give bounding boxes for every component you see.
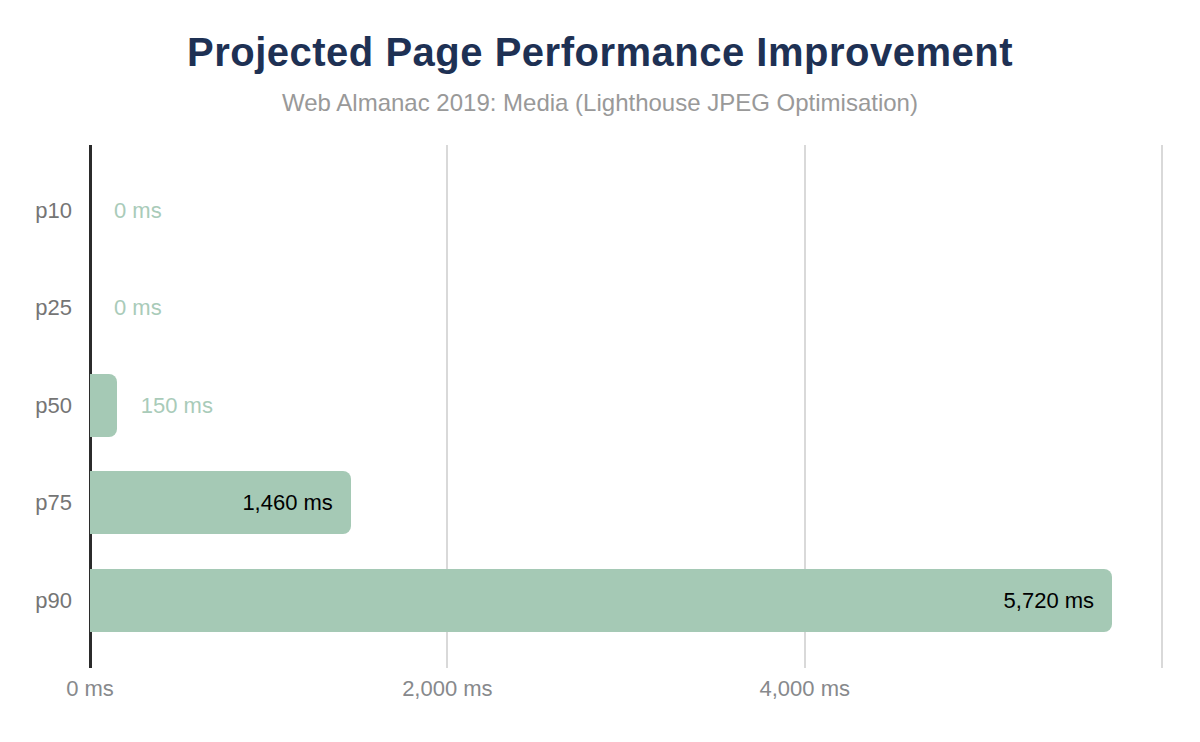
bar-value-label: 1,460 ms [90,471,333,534]
x-tick-label: 2,000 ms [347,676,547,702]
x-tick-label: 4,000 ms [705,676,905,702]
bar-p50 [90,374,117,437]
bar-value-label: 150 ms [141,374,213,437]
category-label: p90 [0,569,72,632]
plot-area: 0 ms 2,000 ms 4,000 ms p10 0 ms p25 0 ms p50 150… [0,0,1200,742]
bar-value-label: 5,720 ms [90,569,1094,632]
category-label: p25 [0,276,72,339]
x-gridline [1161,145,1163,668]
bar-value-label: 0 ms [114,276,162,339]
category-label: p10 [0,179,72,242]
chart-canvas: Projected Page Performance Improvement W… [0,0,1200,742]
x-tick-label: 0 ms [0,676,190,702]
bar-value-label: 0 ms [114,179,162,242]
category-label: p75 [0,471,72,534]
category-label: p50 [0,374,72,437]
